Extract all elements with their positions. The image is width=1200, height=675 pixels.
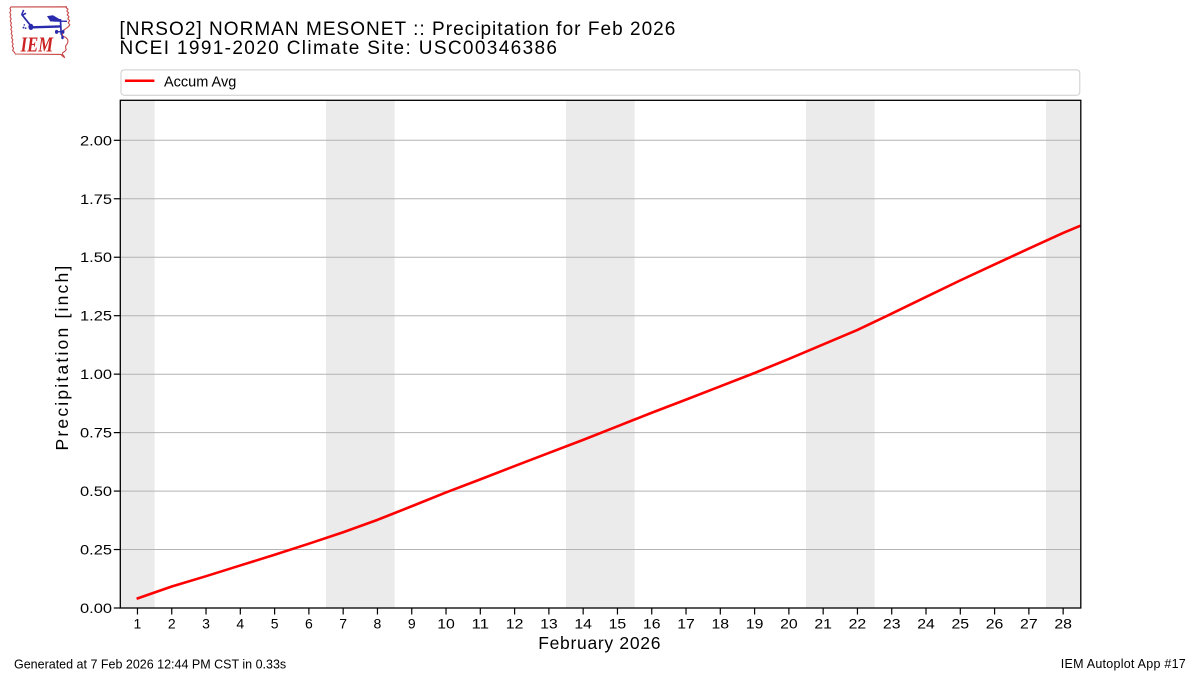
svg-text:Precipitation [inch]: Precipitation [inch] xyxy=(52,264,72,451)
svg-text:Generated at 7 Feb 2026 12:44: Generated at 7 Feb 2026 12:44 PM CST in … xyxy=(14,658,286,672)
svg-text:[NRSO2] NORMAN MESONET :: Prec: [NRSO2] NORMAN MESONET :: Precipitation … xyxy=(120,19,677,40)
svg-text:12: 12 xyxy=(506,615,524,631)
svg-text:Accum Avg: Accum Avg xyxy=(164,75,236,91)
svg-text:0.25: 0.25 xyxy=(80,542,112,558)
svg-text:11: 11 xyxy=(472,615,490,631)
svg-text:February 2026: February 2026 xyxy=(538,633,661,653)
svg-text:18: 18 xyxy=(712,615,730,631)
svg-text:1.25: 1.25 xyxy=(80,308,112,324)
svg-text:17: 17 xyxy=(677,615,695,631)
svg-text:22: 22 xyxy=(849,615,867,631)
svg-text:7: 7 xyxy=(339,615,347,631)
svg-text:1.75: 1.75 xyxy=(80,191,112,207)
svg-text:10: 10 xyxy=(437,615,455,631)
svg-text:21: 21 xyxy=(814,615,832,631)
svg-text:15: 15 xyxy=(609,615,627,631)
svg-text:25: 25 xyxy=(952,615,970,631)
svg-text:0.50: 0.50 xyxy=(80,483,112,499)
svg-text:19: 19 xyxy=(746,615,764,631)
svg-text:24: 24 xyxy=(917,615,935,631)
svg-text:6: 6 xyxy=(305,615,313,631)
svg-text:23: 23 xyxy=(883,615,901,631)
svg-text:NCEI 1991-2020 Climate Site: U: NCEI 1991-2020 Climate Site: USC00346386 xyxy=(120,38,559,59)
svg-text:26: 26 xyxy=(986,615,1004,631)
svg-text:3: 3 xyxy=(202,615,210,631)
svg-text:5: 5 xyxy=(271,615,279,631)
svg-text:1.50: 1.50 xyxy=(80,249,112,265)
svg-text:8: 8 xyxy=(374,615,382,631)
svg-text:4: 4 xyxy=(236,615,244,631)
svg-text:14: 14 xyxy=(574,615,592,631)
svg-text:28: 28 xyxy=(1054,615,1072,631)
svg-text:0.75: 0.75 xyxy=(80,425,112,441)
svg-text:20: 20 xyxy=(780,615,798,631)
svg-text:13: 13 xyxy=(540,615,558,631)
svg-text:1.00: 1.00 xyxy=(80,366,112,382)
svg-text:2.00: 2.00 xyxy=(80,132,112,148)
svg-text:2: 2 xyxy=(168,615,176,631)
svg-text:16: 16 xyxy=(643,615,661,631)
svg-text:IEM Autoplot App #17: IEM Autoplot App #17 xyxy=(1061,657,1186,671)
svg-text:IEM: IEM xyxy=(20,32,54,56)
svg-text:27: 27 xyxy=(1020,615,1038,631)
svg-text:0.00: 0.00 xyxy=(80,600,112,616)
svg-text:1: 1 xyxy=(134,615,142,631)
svg-text:9: 9 xyxy=(408,615,416,631)
